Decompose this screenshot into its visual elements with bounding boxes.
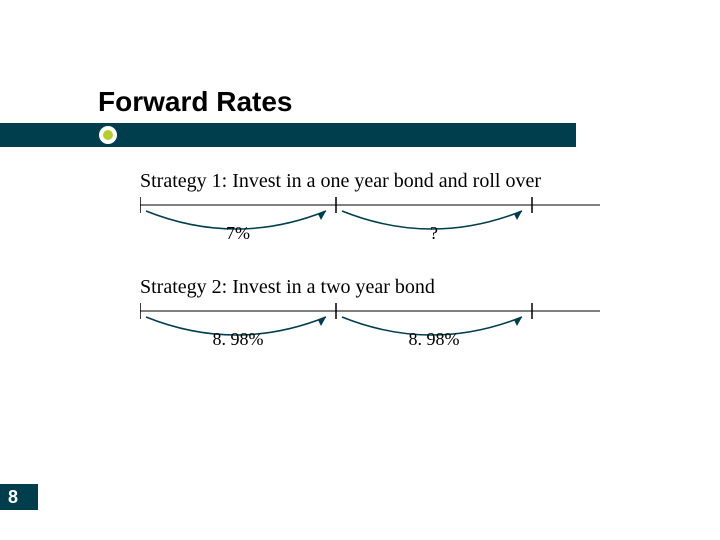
strategy1-rate1: 7% xyxy=(188,223,288,244)
title-bar xyxy=(0,123,576,147)
page-number: 8 xyxy=(8,487,18,508)
page-number-bar xyxy=(0,484,38,510)
strategy2-rate2: 8. 98% xyxy=(384,329,484,350)
strategy1-text: Strategy 1: Invest in a one year bond an… xyxy=(140,170,541,193)
slide-title: Forward Rates xyxy=(98,86,293,118)
strategy2-rate1: 8. 98% xyxy=(188,329,288,350)
bullet-dot xyxy=(103,130,113,140)
strategy2-text: Strategy 2: Invest in a two year bond xyxy=(140,276,435,299)
strategy1-rate2: ? xyxy=(384,223,484,244)
